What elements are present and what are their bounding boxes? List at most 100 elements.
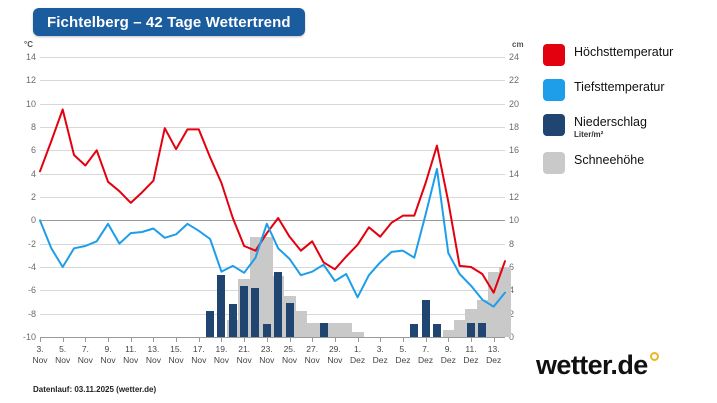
x-label-day: 23.: [260, 344, 273, 354]
x-label-day: 15.: [170, 344, 182, 354]
x-tick: [289, 337, 291, 342]
x-tick: [266, 337, 268, 342]
snow-depth-step: [329, 323, 342, 337]
right-tick-label: 12: [509, 192, 520, 202]
x-label-month: Dez: [463, 355, 479, 365]
x-tick: [402, 337, 404, 342]
x-axis-label: 11. Dez: [456, 344, 486, 366]
precipitation-bar: [285, 303, 294, 337]
x-axis-label: 27. Nov: [297, 344, 327, 366]
right-tick-label: 10: [509, 215, 520, 226]
x-tick: [425, 337, 427, 342]
page-title: Fichtelberg – 42 Tage Wettertrend: [47, 13, 291, 31]
temperature-lines: [39, 108, 506, 308]
x-axis-label: 11. Nov: [116, 344, 146, 366]
x-label-day: 9.: [444, 344, 452, 354]
left-tick-label: 14: [25, 52, 36, 62]
left-tick-label: -6: [27, 285, 36, 296]
left-tick-label: 4: [30, 168, 36, 179]
right-tick-label: 4: [509, 285, 515, 296]
left-tick-label: 10: [25, 98, 36, 109]
x-axis-label: 23. Nov: [252, 344, 282, 366]
gridline: [40, 57, 505, 58]
right-tick-label: 14: [509, 168, 520, 179]
legend-label: Niederschlag: [574, 115, 647, 129]
x-axis-label: 9. Dez: [433, 344, 463, 366]
legend-sublabel: Liter/m²: [574, 130, 604, 139]
right-tick-label: 18: [509, 122, 520, 132]
left-axis-unit: °C: [24, 40, 33, 49]
x-label-month: Dez: [486, 355, 502, 365]
x-label-day: 3.: [376, 344, 384, 354]
x-label-day: 19.: [215, 344, 228, 354]
snow-depth-step: [295, 311, 308, 337]
x-axis-label: 7. Nov: [70, 344, 100, 366]
gridline: [40, 127, 505, 128]
logo-text: wetter.de: [536, 350, 648, 380]
snow-depth-step: [453, 319, 466, 337]
gridline: [40, 197, 505, 198]
x-label-month: Nov: [327, 355, 343, 365]
precipitation-bar: [274, 271, 283, 337]
x-axis-label: 3. Dez: [365, 344, 395, 366]
left-tick-label: -2: [27, 238, 36, 249]
left-tick-label: 2: [30, 192, 36, 202]
left-tick-label: 0: [30, 215, 36, 226]
gridline: [40, 220, 505, 222]
chart-legend: Höchsttemperatur Tiefsttemperatur Niedersc…: [543, 44, 717, 187]
x-axis-label: 25. Nov: [275, 344, 305, 366]
right-tick-label: 8: [509, 238, 515, 249]
x-label-month: Dez: [418, 355, 434, 365]
gridline: [40, 80, 505, 82]
x-tick: [85, 337, 87, 342]
x-label-day: 13.: [147, 344, 160, 354]
x-tick: [130, 337, 132, 342]
x-axis-label: 13. Dez: [479, 344, 509, 366]
data-run-note: Datenlauf: 03.11.2025 (wetter.de): [33, 385, 157, 394]
x-label-day: 7.: [81, 344, 89, 354]
x-label-month: Nov: [259, 355, 275, 365]
x-axis-label: 5. Nov: [48, 344, 78, 366]
precipitation-bar: [251, 288, 260, 337]
right-tick-label: 20: [509, 98, 520, 109]
x-label-month: Nov: [55, 355, 71, 365]
left-tick-label: -10: [22, 332, 36, 342]
x-label-day: 9.: [104, 344, 112, 354]
x-label-day: 29.: [328, 344, 341, 354]
snow-depth-step: [442, 330, 455, 337]
right-tick-label: 6: [509, 262, 515, 272]
x-axis-label: 21. Nov: [229, 344, 259, 366]
x-tick: [334, 337, 336, 342]
snow-depth-step: [487, 271, 500, 337]
x-axis-label: 7. Dez: [411, 344, 441, 366]
legend-swatch-icon: [543, 79, 565, 101]
x-label-day: 5.: [59, 344, 67, 354]
x-label-day: 3.: [36, 344, 44, 354]
gridline: [40, 337, 505, 338]
x-label-month: Dez: [372, 355, 388, 365]
x-label-day: 27.: [306, 344, 319, 354]
x-tick: [198, 337, 200, 342]
x-tick: [470, 337, 472, 342]
logo-circle-icon: [649, 352, 659, 361]
left-tick-label: -8: [27, 308, 36, 319]
x-tick: [448, 337, 450, 342]
x-axis-label: 19. Nov: [206, 344, 236, 366]
precipitation-bar: [410, 324, 419, 337]
precipitation-bar: [319, 323, 328, 337]
x-label-month: Nov: [32, 355, 48, 365]
x-axis-label: 5. Dez: [388, 344, 418, 366]
snow-depth-step: [340, 323, 353, 337]
x-label-month: Nov: [304, 355, 320, 365]
x-axis-label: 9. Nov: [93, 344, 123, 366]
gridline: [40, 150, 505, 152]
gridline: [40, 173, 505, 175]
x-tick: [221, 337, 223, 342]
x-label-month: Dez: [440, 355, 456, 365]
x-tick: [40, 337, 41, 342]
precipitation-bar: [240, 285, 249, 337]
x-label-month: Nov: [281, 355, 298, 365]
x-tick: [176, 337, 178, 342]
snow-depth-step: [249, 236, 262, 337]
